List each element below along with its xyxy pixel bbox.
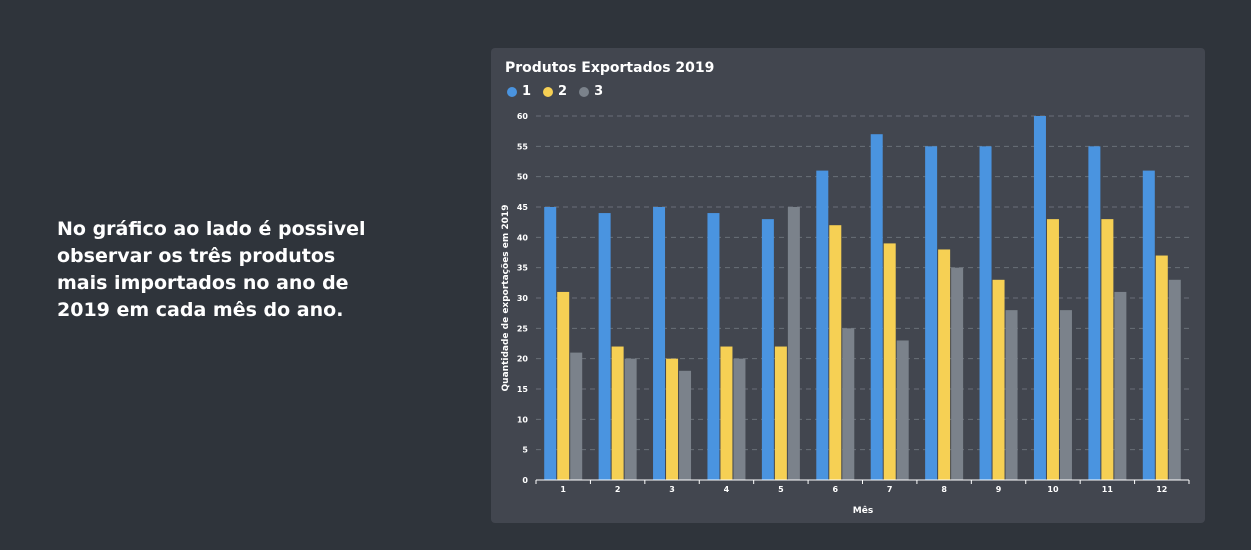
legend-label: 2: [558, 84, 568, 99]
chart-bars: [544, 116, 1181, 481]
y-tick-label: 50: [517, 173, 529, 182]
x-tick-label: 10: [1047, 485, 1059, 494]
x-tick-label: 7: [887, 485, 893, 494]
description-text: No gráfico ao lado é possivel observar o…: [57, 218, 366, 321]
legend-label: 1: [522, 84, 532, 99]
bar-series-2-month-4[interactable]: [720, 346, 733, 480]
bar-series-2-month-9[interactable]: [992, 279, 1005, 480]
y-tick-label: 45: [517, 203, 529, 212]
y-tick-label: 35: [517, 264, 529, 273]
bar-series-2-month-1[interactable]: [557, 291, 570, 480]
bar-series-1-month-3[interactable]: [653, 207, 666, 480]
y-tick-label: 30: [517, 294, 529, 303]
bar-series-1-month-11[interactable]: [1088, 146, 1101, 480]
bar-series-2-month-6[interactable]: [829, 225, 842, 480]
x-axis: 1 2 3 4 5 6 7 8 9 10 11 12: [535, 479, 1190, 494]
bar-series-3-month-9[interactable]: [1005, 310, 1018, 480]
x-tick-label: 3: [669, 485, 675, 494]
bar-series-3-month-12[interactable]: [1168, 279, 1181, 480]
y-tick-label: 15: [517, 385, 529, 394]
bar-series-2-month-7[interactable]: [883, 243, 896, 480]
y-axis-ticks: 0 5 10 15 20 25 30 35 40 45 50 55 60: [517, 112, 529, 485]
x-tick-label: 6: [833, 485, 839, 494]
chart-gridlines: [536, 115, 1189, 451]
x-tick-label: 2: [615, 485, 621, 494]
bar-series-1-month-10[interactable]: [1033, 116, 1046, 480]
x-tick-label: 1: [560, 485, 566, 494]
bar-series-1-month-9[interactable]: [979, 146, 992, 480]
bar-series-3-month-5[interactable]: [787, 207, 800, 480]
bar-series-2-month-12[interactable]: [1155, 255, 1168, 480]
y-tick-label: 10: [517, 415, 529, 424]
bar-series-2-month-5[interactable]: [774, 346, 787, 480]
bar-series-3-month-10[interactable]: [1059, 310, 1072, 480]
bar-series-3-month-8[interactable]: [951, 267, 964, 480]
y-tick-label: 25: [517, 324, 529, 333]
y-tick-label: 40: [517, 233, 529, 242]
bar-series-3-month-7[interactable]: [896, 340, 909, 480]
bar-series-3-month-1[interactable]: [570, 352, 583, 480]
legend-dot-icon: [579, 86, 590, 97]
legend-dot-icon: [543, 86, 554, 97]
legend-label: 3: [594, 84, 604, 99]
bar-series-1-month-5[interactable]: [761, 219, 774, 480]
legend-item-series-3[interactable]: 3: [579, 84, 603, 99]
bar-series-2-month-8[interactable]: [938, 249, 951, 480]
y-tick-label: 55: [517, 142, 529, 151]
y-tick-label: 60: [517, 112, 529, 121]
bar-series-2-month-2[interactable]: [611, 346, 624, 480]
y-tick-label: 0: [522, 476, 528, 485]
bar-series-2-month-11[interactable]: [1101, 219, 1114, 480]
bar-series-3-month-3[interactable]: [679, 370, 692, 480]
bar-series-3-month-11[interactable]: [1114, 291, 1127, 480]
bar-series-3-month-2[interactable]: [624, 358, 637, 480]
bar-series-1-month-12[interactable]: [1142, 170, 1155, 480]
legend-dot-icon: [507, 86, 517, 97]
bar-series-1-month-7[interactable]: [870, 134, 883, 480]
y-axis-title: Quantidade de exportações em 2019: [501, 205, 511, 392]
bar-series-1-month-2[interactable]: [598, 213, 611, 481]
y-tick-label: 20: [517, 355, 529, 364]
legend-item-series-2[interactable]: 2: [543, 84, 567, 99]
y-tick-label: 5: [522, 446, 528, 455]
x-tick-label: 4: [724, 485, 730, 494]
bar-series-3-month-4[interactable]: [733, 358, 746, 480]
bar-series-1-month-6[interactable]: [816, 170, 829, 480]
chart-title: Produtos Exportados 2019: [505, 60, 715, 76]
chart-card: Produtos Exportados 2019 1 2 3 0 5 10 15 20 2…: [491, 48, 1205, 523]
x-tick-label: 8: [941, 485, 947, 494]
x-tick-label: 11: [1102, 485, 1114, 494]
chart-legend: 1 2 3: [507, 84, 603, 99]
x-tick-label: 12: [1156, 485, 1167, 494]
legend-item-series-1[interactable]: 1: [507, 84, 531, 99]
bar-series-3-month-6[interactable]: [842, 328, 855, 480]
x-tick-label: 9: [996, 485, 1002, 494]
bar-series-1-month-1[interactable]: [544, 207, 557, 480]
bar-series-2-month-3[interactable]: [666, 358, 679, 480]
x-axis-title: Mês: [853, 505, 873, 516]
bar-series-1-month-8[interactable]: [925, 146, 938, 480]
bar-series-1-month-4[interactable]: [707, 213, 720, 481]
x-tick-label: 5: [778, 485, 784, 494]
bar-series-2-month-10[interactable]: [1046, 219, 1059, 480]
